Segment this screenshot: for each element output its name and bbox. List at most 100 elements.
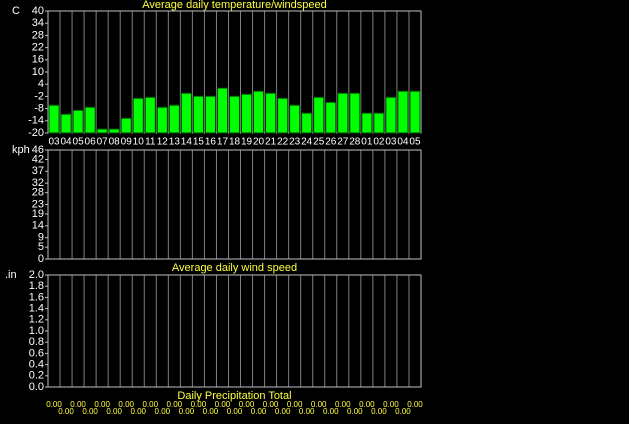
y-tick-label: 28 bbox=[32, 187, 44, 199]
value-label: 0.00 bbox=[407, 400, 423, 409]
x-tick-label: 18 bbox=[229, 137, 241, 148]
x-tick-label: 03 bbox=[385, 137, 397, 148]
x-tick-label: 04 bbox=[60, 137, 72, 148]
bar bbox=[84, 106, 96, 134]
value-label: 0.00 bbox=[359, 400, 375, 409]
bar bbox=[192, 95, 204, 134]
bar bbox=[337, 92, 349, 134]
x-tick-label: 24 bbox=[301, 137, 313, 148]
value-label: 0.00 bbox=[118, 400, 134, 409]
x-tick-label: 03 bbox=[48, 137, 60, 148]
y-tick-label: 19 bbox=[32, 208, 44, 220]
bar bbox=[120, 117, 132, 134]
value-label: 0.00 bbox=[371, 407, 387, 416]
value-label: 0.00 bbox=[106, 407, 122, 416]
value-label: 0.00 bbox=[287, 400, 303, 409]
bar bbox=[409, 90, 421, 134]
bar bbox=[168, 104, 180, 134]
value-label: 0.00 bbox=[82, 407, 98, 416]
y-tick-label: 23 bbox=[32, 198, 44, 210]
y-tick-label: 1.8 bbox=[29, 280, 44, 292]
y-tick-label: 16 bbox=[32, 54, 44, 66]
x-tick-label: 20 bbox=[253, 137, 265, 148]
bar bbox=[96, 128, 108, 134]
x-tick-label: 13 bbox=[169, 137, 181, 148]
value-label: 0.00 bbox=[46, 400, 62, 409]
value-label: 0.00 bbox=[263, 400, 279, 409]
plot-frame bbox=[47, 149, 422, 260]
value-label: 0.00 bbox=[155, 407, 171, 416]
y-tick-label: 1.2 bbox=[29, 314, 44, 326]
y-tick-label: 42 bbox=[32, 153, 44, 165]
value-label: 0.00 bbox=[94, 400, 110, 409]
value-label: 0.00 bbox=[227, 407, 243, 416]
bar bbox=[156, 106, 168, 134]
bar bbox=[253, 90, 265, 134]
y-tick-label: 4 bbox=[38, 78, 44, 90]
value-label: 0.00 bbox=[191, 400, 207, 409]
value-label: 0.00 bbox=[203, 407, 219, 416]
value-label: 0.00 bbox=[335, 400, 351, 409]
x-tick-label: 06 bbox=[85, 137, 97, 148]
plot-frame bbox=[47, 274, 422, 388]
value-label: 0.00 bbox=[275, 407, 291, 416]
chart-title: Average daily wind speed bbox=[172, 262, 297, 274]
y-tick-label: 5 bbox=[38, 241, 44, 253]
y-tick-label: 1.4 bbox=[29, 303, 44, 315]
x-tick-label: 10 bbox=[133, 137, 145, 148]
x-tick-label: 28 bbox=[349, 137, 361, 148]
x-tick-label: 07 bbox=[97, 137, 109, 148]
bar bbox=[361, 112, 373, 134]
y-tick-label: -20 bbox=[28, 127, 44, 139]
bar bbox=[132, 97, 144, 134]
bar bbox=[228, 95, 241, 134]
x-tick-label: 14 bbox=[181, 137, 193, 148]
x-tick-label: 27 bbox=[337, 137, 349, 148]
value-label: 0.00 bbox=[167, 400, 183, 409]
x-tick-label: 01 bbox=[361, 137, 373, 148]
x-tick-label: 12 bbox=[157, 137, 169, 148]
value-label: 0.00 bbox=[299, 407, 315, 416]
x-tick-label: 09 bbox=[121, 137, 133, 148]
y-tick-label: 0.2 bbox=[29, 370, 44, 382]
bar bbox=[397, 90, 409, 134]
bar bbox=[240, 93, 253, 134]
bar bbox=[313, 96, 325, 134]
value-label: 0.00 bbox=[347, 407, 363, 416]
x-tick-label: 16 bbox=[205, 137, 217, 148]
y-tick-label: 14 bbox=[32, 220, 44, 232]
bar bbox=[48, 104, 60, 134]
bar bbox=[277, 97, 289, 134]
bar bbox=[72, 109, 84, 134]
value-label: 0.00 bbox=[323, 407, 339, 416]
chart-title: Daily Precipitation Total bbox=[177, 390, 291, 402]
value-label: 0.00 bbox=[130, 407, 146, 416]
y-tick-label: -2 bbox=[34, 90, 44, 102]
y-tick-label: 0.0 bbox=[29, 381, 44, 393]
bar bbox=[301, 112, 313, 134]
value-label: 0.00 bbox=[395, 407, 411, 416]
x-tick-label: 15 bbox=[193, 137, 205, 148]
y-tick-label: 0.4 bbox=[29, 359, 44, 371]
bar bbox=[265, 92, 277, 134]
x-tick-label: 25 bbox=[313, 137, 325, 148]
x-tick-label: 02 bbox=[373, 137, 385, 148]
value-label: 0.00 bbox=[239, 400, 255, 409]
x-tick-label: 21 bbox=[265, 137, 277, 148]
x-tick-label: 22 bbox=[277, 137, 289, 148]
x-tick-label: 11 bbox=[145, 137, 156, 148]
x-tick-label: 17 bbox=[217, 137, 229, 148]
value-label: 0.00 bbox=[58, 407, 74, 416]
y-tick-label: 40 bbox=[32, 5, 44, 17]
bar bbox=[180, 92, 192, 134]
y-tick-label: 32 bbox=[32, 177, 44, 189]
y-tick-label: 9 bbox=[38, 232, 44, 244]
y-tick-label: -8 bbox=[34, 103, 44, 115]
axis-label: .in bbox=[5, 269, 17, 281]
y-tick-label: 22 bbox=[32, 42, 44, 54]
y-tick-label: 37 bbox=[32, 165, 44, 177]
value-label: 0.00 bbox=[311, 400, 327, 409]
bar bbox=[216, 87, 229, 134]
bar bbox=[373, 112, 385, 134]
